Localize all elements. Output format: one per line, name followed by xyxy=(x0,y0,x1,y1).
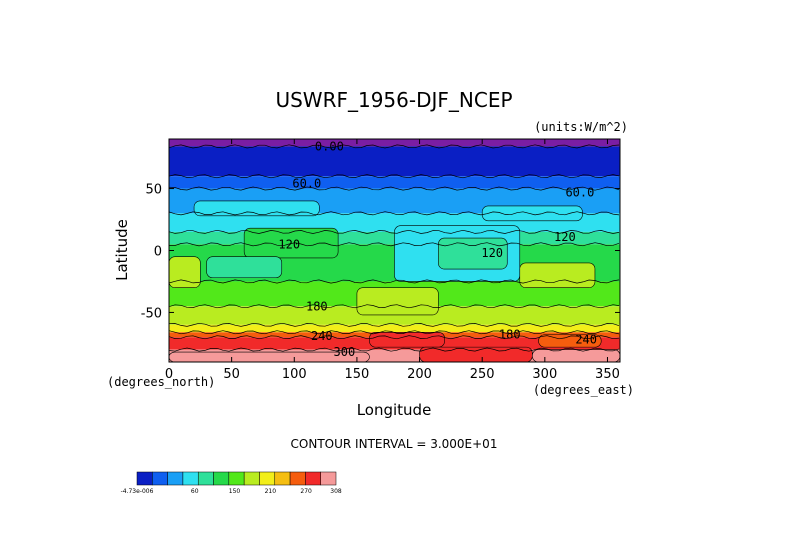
contour-region xyxy=(193,200,320,217)
x-axis-label: Longitude xyxy=(357,401,432,419)
x-tick-label: 300 xyxy=(532,367,557,382)
contour-region xyxy=(519,262,596,288)
colorbar-swatch xyxy=(167,471,184,486)
contour-line xyxy=(168,211,620,216)
contour-line xyxy=(168,347,620,352)
y-unit-label: (degrees_north) xyxy=(107,375,215,389)
colorbar-swatch xyxy=(213,471,230,486)
contour-line xyxy=(168,322,620,327)
contour-line xyxy=(168,330,620,335)
x-axis: 0 50 100 150 200 250 300 350 xyxy=(165,139,620,382)
colorbar-swatch xyxy=(305,471,321,486)
y-axis: 50 0 -50 xyxy=(141,183,620,321)
x-tick-label: 50 xyxy=(223,367,240,382)
x-tick-label: 350 xyxy=(595,367,620,382)
contour-label: 300 xyxy=(334,345,356,359)
colorbar-tick-label: 270 xyxy=(300,488,312,495)
contour-label: 240 xyxy=(575,333,597,347)
lat-band xyxy=(169,176,620,189)
contour-label: 120 xyxy=(278,237,300,251)
y-tick-label: 50 xyxy=(145,183,162,198)
x-tick-label: 150 xyxy=(345,367,370,382)
contour-label: 240 xyxy=(311,329,333,343)
contour-region xyxy=(243,227,339,259)
contour-line xyxy=(168,304,620,309)
contour-line xyxy=(168,229,620,234)
contour-label: 0.00 xyxy=(315,139,344,153)
contour-label: 120 xyxy=(554,230,576,244)
y-tick-label: -50 xyxy=(141,306,162,321)
contour-label: 60.0 xyxy=(292,177,321,191)
contour-region xyxy=(206,256,283,279)
colorbar-swatch xyxy=(152,471,168,486)
x-tick-label: 0 xyxy=(165,367,173,382)
colorbar-swatch xyxy=(259,471,276,486)
x-tick-label: 250 xyxy=(470,367,495,382)
lat-band xyxy=(169,324,620,333)
contour-region xyxy=(438,237,508,270)
colorbar-swatch xyxy=(197,471,214,486)
y-tick-label: 0 xyxy=(154,245,162,260)
colorbar-tick-label: 60 xyxy=(191,488,199,495)
contour-region xyxy=(356,287,439,316)
plot-patches xyxy=(168,144,621,363)
contour-interval-text: CONTOUR INTERVAL = 3.000E+01 xyxy=(291,437,498,451)
y-axis-label: Latitude xyxy=(113,219,131,281)
colorbar-tick-label: 150 xyxy=(229,488,241,495)
colorbar-swatch xyxy=(274,471,291,486)
contour-region xyxy=(419,346,533,363)
x-unit-label: (degrees_east) xyxy=(533,383,634,397)
contour-label: 180 xyxy=(306,299,328,313)
contour-line xyxy=(168,242,620,247)
x-tick-label: 200 xyxy=(407,367,432,382)
colorbar: -4.73e-006 60 150 210 270 308 xyxy=(121,471,342,495)
contour-region xyxy=(369,331,445,348)
contour-line xyxy=(168,186,620,191)
lat-band xyxy=(169,146,620,177)
colorbar-tick-label: -4.73e-006 xyxy=(121,488,154,495)
colorbar-swatch xyxy=(243,471,260,486)
colorbar-swatch xyxy=(182,471,199,486)
contour-label: 120 xyxy=(481,246,503,260)
contour-label: 180 xyxy=(499,328,521,342)
units-label: (units:W/m^2) xyxy=(534,120,628,134)
contour-label: 60.0 xyxy=(565,185,594,199)
chart-title: USWRF_1956-DJF_NCEP xyxy=(275,88,512,112)
colorbar-swatch xyxy=(228,471,245,486)
lat-band xyxy=(169,139,620,147)
contour-line xyxy=(168,279,620,284)
contour-region xyxy=(532,349,621,363)
contour-line xyxy=(168,144,620,149)
colorbar-swatch xyxy=(289,471,306,486)
contour-region xyxy=(481,205,583,222)
colorbar-tick-label: 308 xyxy=(330,488,342,495)
contour-line xyxy=(168,335,620,340)
x-tick-label: 100 xyxy=(282,367,307,382)
colorbar-tick-label: 210 xyxy=(265,488,277,495)
colorbar-swatch xyxy=(320,471,337,486)
lat-band xyxy=(169,306,620,325)
colorbar-swatch xyxy=(136,471,153,486)
contour-line xyxy=(168,174,620,179)
